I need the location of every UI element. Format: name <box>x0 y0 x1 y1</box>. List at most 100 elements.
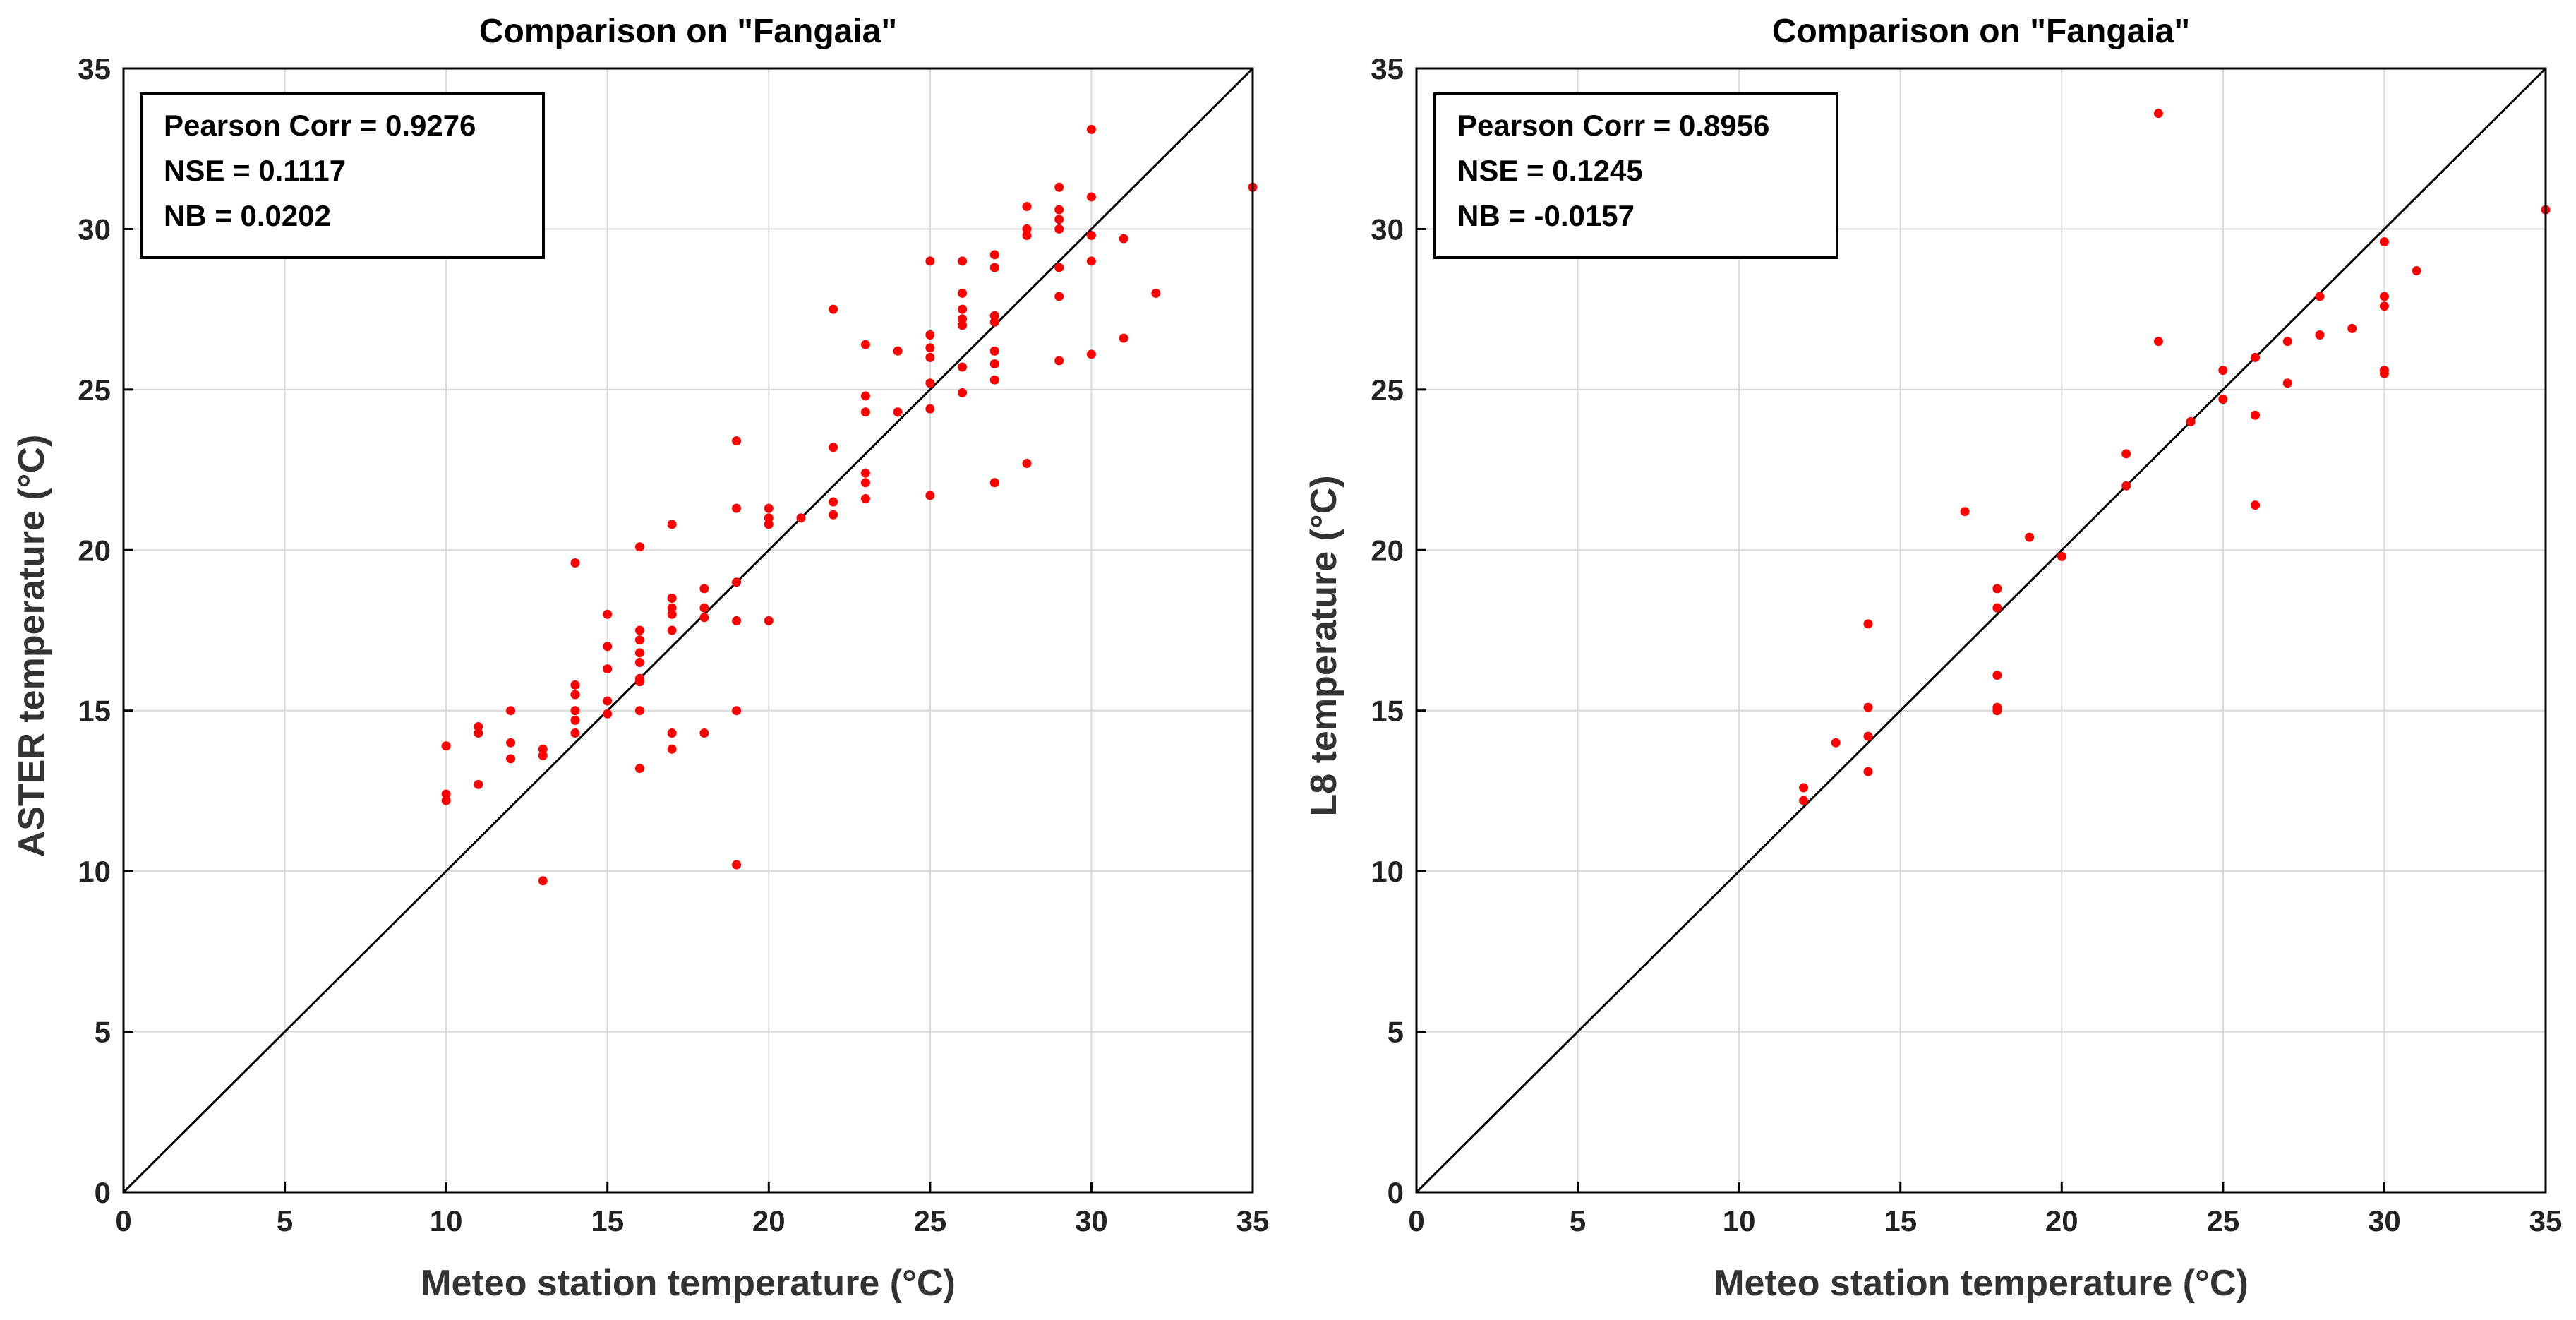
data-point <box>860 478 870 488</box>
stats-legend-box <box>140 92 545 259</box>
data-point <box>603 642 613 652</box>
data-point <box>506 738 516 748</box>
y-tick-label: 20 <box>78 534 111 567</box>
data-point <box>634 657 644 667</box>
data-point <box>958 314 968 324</box>
y-tick-label: 0 <box>1388 1176 1404 1209</box>
y-tick-label: 10 <box>78 855 111 888</box>
data-point <box>538 876 548 886</box>
data-point <box>1831 738 1841 748</box>
data-point <box>441 741 451 751</box>
y-tick-label: 25 <box>1371 373 1404 407</box>
data-point <box>1086 256 1096 266</box>
y-axis-label: L8 temperature (°C) <box>1304 475 1344 816</box>
pearson-corr-label: Pearson Corr = 0.9276 <box>164 109 476 142</box>
data-point <box>2121 481 2131 491</box>
data-point <box>732 577 742 587</box>
data-point <box>829 497 838 507</box>
y-tick-label: 35 <box>1371 52 1404 85</box>
x-axis-label: Meteo station temperature (°C) <box>421 1263 956 1304</box>
data-point <box>699 584 709 594</box>
y-tick-label: 0 <box>95 1176 111 1209</box>
data-point <box>1960 507 1970 517</box>
data-point <box>2121 449 2131 459</box>
data-point <box>667 603 677 613</box>
data-point <box>958 256 968 266</box>
data-point <box>538 744 548 754</box>
data-point <box>2379 301 2389 311</box>
stats-legend-box <box>1433 92 1838 259</box>
data-point <box>764 513 774 523</box>
data-point <box>667 744 677 754</box>
data-point <box>667 594 677 604</box>
data-point <box>603 696 613 706</box>
data-point <box>1086 124 1096 134</box>
data-point <box>764 520 774 529</box>
data-point <box>958 388 968 397</box>
data-point <box>1054 182 1064 192</box>
data-point <box>958 288 968 298</box>
nse-label: NSE = 0.1245 <box>1457 154 1643 187</box>
data-point <box>989 359 999 368</box>
data-point <box>699 613 709 623</box>
data-point <box>1054 356 1064 366</box>
data-point <box>925 330 935 340</box>
data-point <box>2251 410 2261 420</box>
data-point <box>1151 288 1161 298</box>
data-point <box>732 706 742 716</box>
data-point <box>699 603 709 613</box>
data-point <box>2412 266 2421 276</box>
data-points <box>1799 109 2551 805</box>
x-tick-label: 30 <box>2368 1204 2401 1237</box>
y-tick-labels: 0 5 10 15 20 25 30 35 <box>78 52 133 1209</box>
data-point <box>2315 292 2325 301</box>
l8-scatter-panel: Comparison on "Fangaia" 0 5 10 15 20 25 30 35 0… <box>1304 13 2562 1304</box>
data-point <box>506 706 516 716</box>
y-tick-label: 15 <box>78 695 111 728</box>
data-point <box>667 728 677 738</box>
x-tick-label: 15 <box>591 1204 624 1237</box>
x-tick-label: 25 <box>913 1204 946 1237</box>
data-point <box>1022 202 1032 212</box>
aster-scatter-panel: Comparison on "Fangaia" 0 5 10 15 20 25 30 35 0… <box>11 13 1269 1304</box>
data-point <box>2379 292 2389 301</box>
data-point <box>634 648 644 658</box>
nse-label: NSE = 0.1117 <box>164 154 346 187</box>
data-point <box>603 609 613 619</box>
data-point <box>1086 349 1096 359</box>
data-point <box>634 677 644 687</box>
x-tick-label: 20 <box>2045 1204 2078 1237</box>
data-point <box>989 250 999 260</box>
data-point <box>925 404 935 414</box>
data-point <box>732 860 742 870</box>
data-point <box>1086 231 1096 241</box>
data-point <box>2379 237 2389 247</box>
data-point <box>1119 234 1128 244</box>
data-point <box>989 317 999 327</box>
x-tick-label: 20 <box>752 1204 786 1237</box>
data-point <box>732 503 742 513</box>
data-point <box>860 494 870 504</box>
data-point <box>1054 263 1064 272</box>
y-tick-label: 15 <box>1371 695 1404 728</box>
x-tick-label: 30 <box>1075 1204 1108 1237</box>
data-point <box>570 680 580 690</box>
y-tick-label: 25 <box>78 373 111 407</box>
y-tick-labels: 0 5 10 15 20 25 30 35 <box>1371 52 1426 1209</box>
data-point <box>2282 337 2292 347</box>
x-tick-label: 5 <box>1570 1204 1586 1237</box>
data-point <box>829 443 838 452</box>
data-point <box>989 478 999 488</box>
y-axis-label: ASTER temperature (°C) <box>11 435 52 858</box>
data-point <box>860 468 870 478</box>
data-point <box>634 635 644 645</box>
data-point <box>441 789 451 799</box>
data-point <box>1863 731 1873 741</box>
pearson-corr-label: Pearson Corr = 0.8956 <box>1457 109 1769 142</box>
data-point <box>1992 584 2002 594</box>
data-point <box>1863 619 1873 629</box>
data-point <box>925 491 935 500</box>
data-point <box>1022 224 1032 234</box>
grid <box>1416 68 2546 1192</box>
